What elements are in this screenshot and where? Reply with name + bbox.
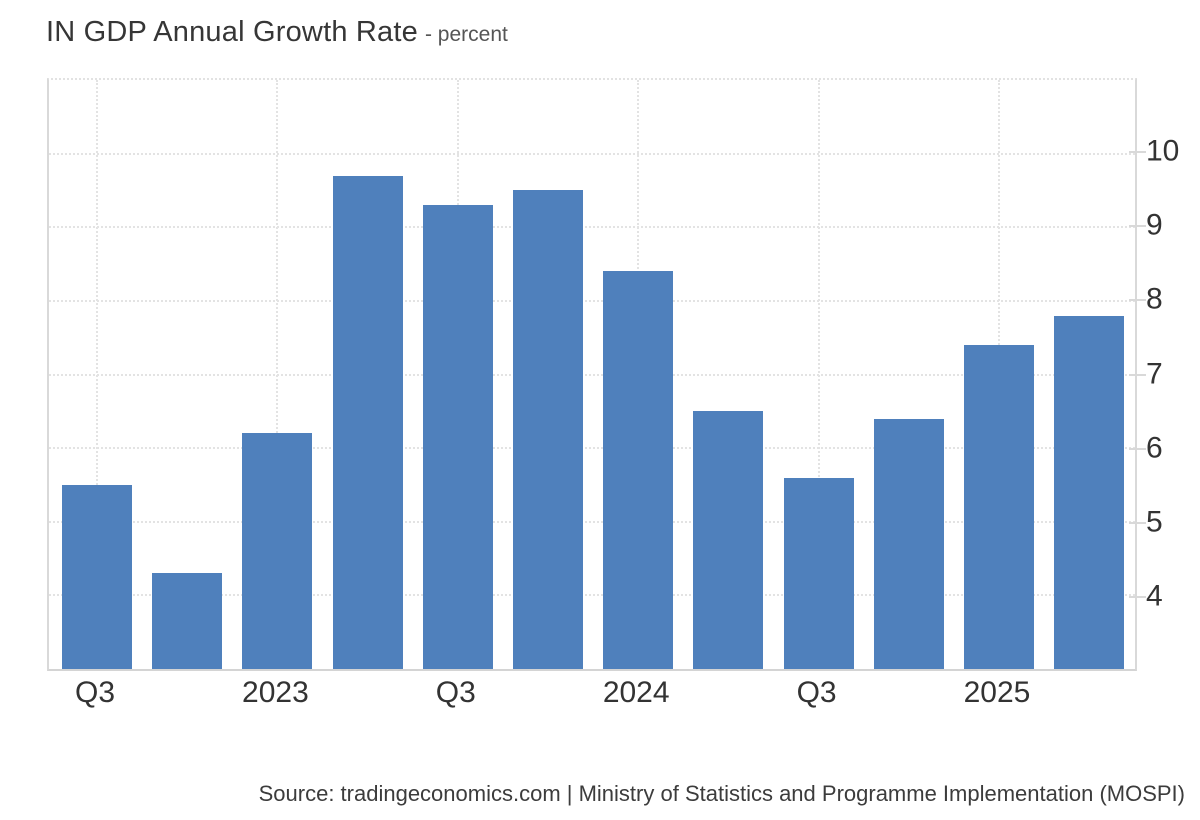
v-gridline-Q3	[817, 80, 820, 669]
y-tick-10	[1129, 151, 1146, 154]
chart-title: IN GDP Annual Growth Rate	[46, 16, 418, 48]
y-tick-label-10: 10	[1146, 134, 1180, 168]
h-gridline-4	[49, 594, 1135, 597]
y-tick-label-8: 8	[1146, 282, 1163, 316]
bar-2022-Q4[interactable]	[152, 573, 223, 669]
y-tick-7	[1129, 373, 1146, 376]
x-tick-label-Q3: Q3	[74, 676, 116, 709]
y-tick-4	[1129, 595, 1146, 598]
bar-2024-Q4[interactable]	[873, 418, 944, 669]
bar-2023-Q2[interactable]	[332, 175, 403, 669]
x-tick-label-Q3: Q3	[435, 676, 476, 709]
bar-2023-Q4[interactable]	[513, 190, 583, 669]
y-tick-label-6: 6	[1146, 430, 1163, 464]
bar-2022-Q3[interactable]	[62, 484, 132, 669]
x-tick-label-2025: 2025	[963, 676, 1031, 709]
h-gridline-5	[49, 520, 1135, 523]
y-tick-6	[1129, 447, 1146, 450]
bar-2024-Q3[interactable]	[783, 477, 854, 669]
bar-2024-Q2[interactable]	[693, 411, 764, 669]
bar-2025-Q2[interactable]	[1054, 315, 1125, 669]
y-tick-label-5: 5	[1146, 505, 1163, 539]
source-attribution: Source: tradingeconomics.com | Ministry …	[258, 781, 1185, 806]
y-tick-label-4: 4	[1146, 579, 1163, 613]
y-tick-5	[1129, 521, 1146, 524]
h-gridline-10	[49, 152, 1135, 155]
x-tick-label-2023: 2023	[242, 676, 309, 709]
bar-2023-Q3[interactable]	[422, 205, 493, 669]
plot-area[interactable]	[47, 78, 1137, 671]
v-gridline-2023	[276, 80, 279, 669]
chart-subtitle: - percent	[424, 23, 508, 46]
y-tick-label-7: 7	[1146, 356, 1163, 390]
bar-2024-Q1[interactable]	[603, 271, 674, 669]
y-tick-8	[1129, 299, 1146, 302]
chart-header: IN GDP Annual Growth Rate - percent	[46, 16, 508, 49]
bar-2023-Q1[interactable]	[242, 433, 313, 669]
h-gridline-7	[49, 373, 1135, 376]
h-gridline-6	[49, 447, 1135, 450]
h-gridline-9	[49, 226, 1135, 229]
x-tick-label-Q3: Q3	[796, 676, 837, 709]
x-tick-label-2024: 2024	[602, 676, 670, 709]
v-gridline-Q3	[96, 80, 98, 669]
y-tick-label-9: 9	[1146, 208, 1163, 242]
bar-2025-Q1[interactable]	[964, 345, 1034, 669]
y-tick-9	[1129, 225, 1146, 228]
h-gridline-8	[49, 299, 1135, 302]
